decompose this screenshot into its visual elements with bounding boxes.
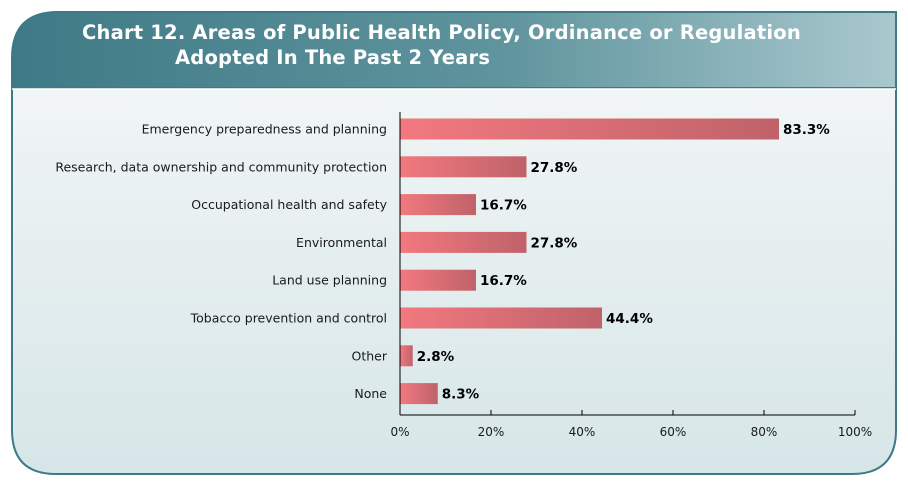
category-label: Research, data ownership and community p… xyxy=(55,159,387,174)
category-label: None xyxy=(354,386,387,401)
labels: Emergency preparedness and planning 83.3%… xyxy=(55,122,872,440)
panel-header xyxy=(11,11,897,89)
value-label: 2.8% xyxy=(417,349,455,365)
value-label: 44.4% xyxy=(606,311,653,327)
category-label: Land use planning xyxy=(272,273,387,288)
x-tick-label: 60% xyxy=(660,425,687,439)
x-tick-label: 20% xyxy=(478,425,505,439)
chart-title: Chart 12. Areas of Public Health Policy,… xyxy=(20,18,880,82)
bars xyxy=(400,118,780,405)
axes xyxy=(399,112,856,416)
x-tick-label: 0% xyxy=(390,425,409,439)
value-label: 27.8% xyxy=(530,160,577,176)
x-tick-label: 40% xyxy=(569,425,596,439)
chart-title-line-1: Chart 12. Areas of Public Health Policy,… xyxy=(82,21,801,44)
bar xyxy=(400,231,527,253)
bar xyxy=(400,383,438,405)
category-label: Tobacco prevention and control xyxy=(190,311,387,326)
category-label: Other xyxy=(352,348,388,363)
bar xyxy=(400,194,476,216)
value-label: 27.8% xyxy=(530,235,577,251)
value-label: 16.7% xyxy=(480,198,527,214)
bar xyxy=(400,307,603,329)
x-tick-label: 80% xyxy=(751,425,778,439)
x-tick-label: 100% xyxy=(838,425,872,439)
category-label: Occupational health and safety xyxy=(191,197,387,212)
value-label: 8.3% xyxy=(442,387,480,403)
chart-title-line-2: Adopted In The Past 2 Years xyxy=(175,46,491,69)
bar xyxy=(400,118,780,140)
bar xyxy=(400,345,413,367)
bar xyxy=(400,269,476,291)
value-label: 83.3% xyxy=(783,122,830,138)
value-label: 16.7% xyxy=(480,273,527,289)
bar xyxy=(400,156,527,178)
category-label: Emergency preparedness and planning xyxy=(142,122,387,137)
category-label: Environmental xyxy=(296,235,387,250)
